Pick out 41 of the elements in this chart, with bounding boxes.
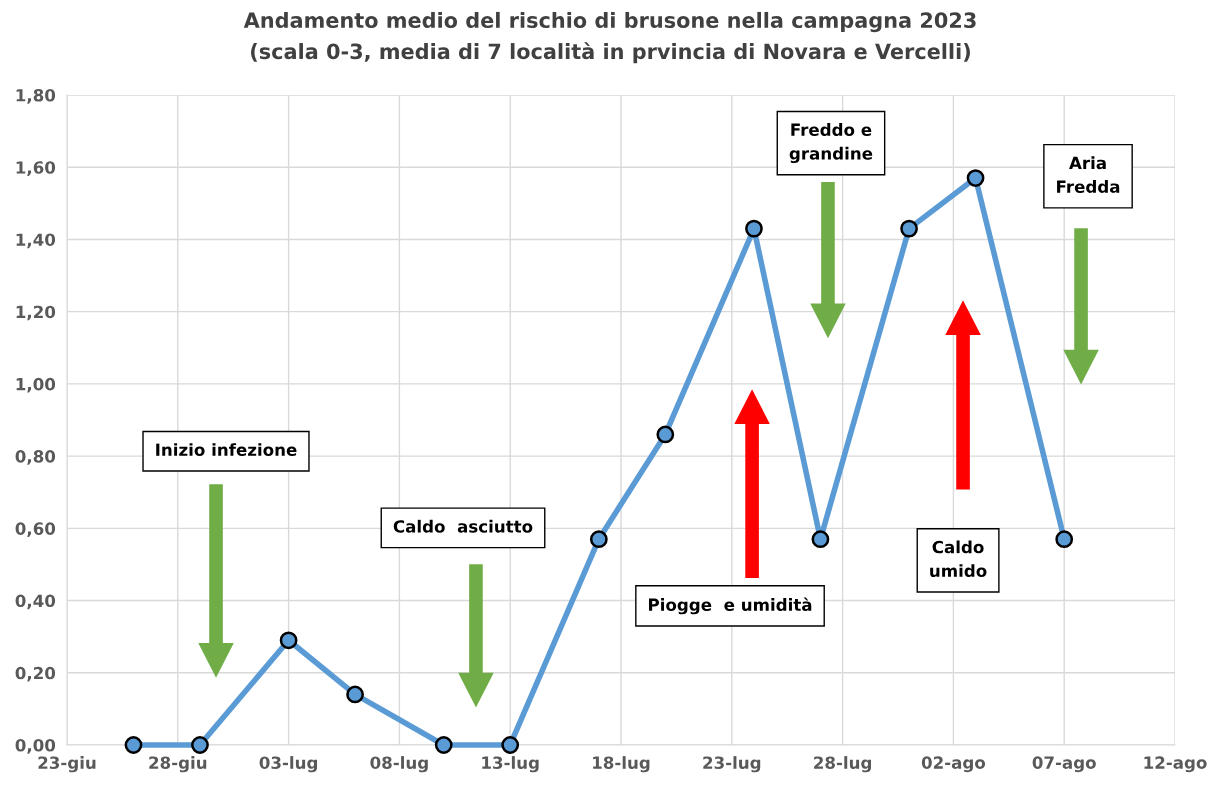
annotation: Aria Fredda <box>1057 156 1120 193</box>
x-tick-label: 07-ago <box>1032 756 1096 773</box>
x-tick-label: 28-lug <box>814 756 872 773</box>
y-tick-label: 1,40 <box>16 233 56 249</box>
point <box>589 530 608 549</box>
y-tick-label: 0,40 <box>15 594 56 610</box>
point <box>279 631 298 650</box>
point <box>434 736 453 754</box>
x-tick-label: 23-giu <box>38 756 96 773</box>
x-tick-label: 23-lug <box>703 756 761 773</box>
point <box>656 425 675 444</box>
point <box>811 530 830 549</box>
point <box>900 219 918 238</box>
y-tick-label: 1,80 <box>16 88 56 104</box>
x-tick-label: 28-giu <box>149 756 207 773</box>
annotation: Piogge e umidità <box>649 597 812 615</box>
point <box>966 169 985 187</box>
point <box>124 736 143 754</box>
x-tick-label: 03-lug <box>259 756 318 773</box>
x-tick-label: 13-lug <box>482 756 539 773</box>
y-tick-label: 1,00 <box>16 377 56 393</box>
y-tick-label: 0,00 <box>15 738 56 754</box>
y-tick-label: 0,60 <box>15 522 56 538</box>
x-tick-label: 12-ago <box>1144 756 1207 773</box>
point <box>191 736 209 754</box>
chart-title: Andamento medio del rischio di brusone nella campagna 2023 (scala 0-3, media di 7 località in prvincia di Novara e Vercelli) <box>243 11 976 64</box>
annotation: Caldo umido <box>930 540 987 578</box>
y-tick-label: 0,80 <box>15 450 56 465</box>
point <box>745 219 763 238</box>
annotation: Freddo e grandine <box>789 123 873 164</box>
point <box>1055 530 1074 549</box>
y-tick-label: 1,60 <box>16 161 56 176</box>
annotation: Inizio infezione <box>156 443 297 457</box>
point <box>346 685 364 704</box>
point <box>501 736 520 754</box>
x-tick-label: 18-lug <box>593 756 650 773</box>
x-tick-label: 02-ago <box>921 756 986 773</box>
y-tick-label: 0,20 <box>15 666 56 682</box>
x-tick-label: 08-lug <box>370 756 428 773</box>
annotation: Caldo asciutto <box>393 519 533 533</box>
y-tick-label: 1,20 <box>16 305 56 321</box>
